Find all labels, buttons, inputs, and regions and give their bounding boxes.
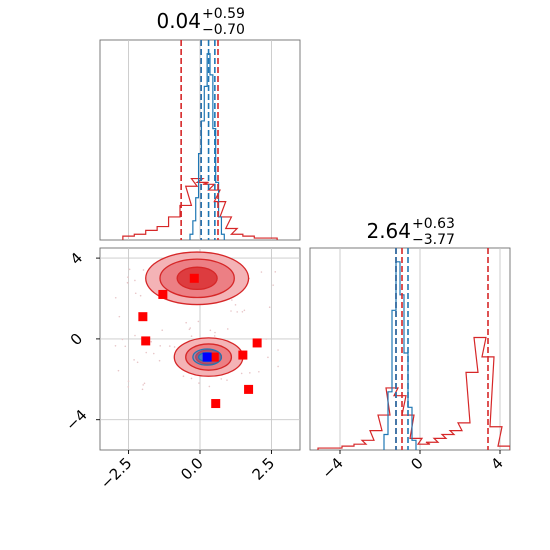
param2-title: 2.64 +0.63−3.77: [366, 216, 454, 248]
sample-point: [182, 375, 185, 377]
sample-point: [128, 268, 131, 271]
sample-point: [226, 328, 229, 330]
sample-point: [265, 338, 267, 340]
sample-point: [114, 344, 117, 347]
red-marker: [141, 336, 151, 346]
sample-point: [209, 329, 212, 332]
sample-point: [234, 304, 237, 306]
sample-point: [185, 321, 187, 324]
blue-marker: [202, 352, 212, 362]
sample-point: [126, 281, 129, 284]
sample-point: [277, 365, 279, 368]
sample-point: [114, 296, 117, 299]
sample-point: [249, 372, 251, 374]
sample-point: [272, 284, 274, 286]
sample-point: [214, 331, 216, 334]
sample-point: [136, 361, 139, 364]
sample-point: [268, 306, 271, 309]
param2-title-upper: +0.63: [412, 216, 455, 232]
red-marker: [244, 384, 254, 394]
sample-point: [152, 352, 155, 355]
param1-title-lower: −0.70: [202, 22, 245, 38]
histogram-panel-param1: 0.04 +0.59−0.70: [99, 6, 301, 241]
sample-point: [277, 349, 279, 351]
red-marker: [209, 352, 219, 362]
x-tick-label: 0: [407, 454, 426, 473]
sample-point: [240, 372, 243, 375]
sample-point: [134, 292, 137, 295]
sample-point: [243, 309, 246, 312]
sample-point: [150, 340, 152, 343]
sample-point: [241, 310, 244, 313]
red-marker: [211, 399, 221, 409]
sample-point: [188, 328, 191, 331]
sample-point: [274, 271, 277, 273]
sample-point: [260, 271, 263, 273]
red-marker: [158, 289, 168, 299]
histogram-series-0: [317, 336, 510, 450]
sample-point: [236, 311, 238, 313]
histogram-series-0: [122, 177, 278, 240]
sample-point: [226, 379, 228, 381]
sample-point: [208, 385, 211, 388]
histogram-frame-param2: [309, 247, 511, 451]
sample-point: [168, 345, 171, 347]
x-tick-label: −4: [318, 454, 346, 482]
sample-point: [258, 370, 260, 373]
sample-point: [213, 335, 216, 337]
sample-point: [190, 377, 193, 380]
sample-point: [118, 315, 121, 318]
sample-point: [127, 380, 130, 382]
histogram-series-1: [383, 261, 417, 450]
red-marker: [138, 312, 148, 322]
sample-point: [158, 359, 161, 362]
grid-lines: [339, 248, 501, 450]
sample-point: [142, 384, 145, 386]
param2-title-lower: −3.77: [412, 232, 455, 248]
sample-point: [143, 382, 146, 385]
red-marker: [252, 338, 262, 348]
sample-point: [142, 269, 145, 271]
sample-point: [173, 346, 176, 348]
sample-point: [198, 382, 200, 384]
red-marker: [238, 350, 248, 360]
sample-point: [121, 338, 124, 341]
sample-point: [139, 294, 142, 297]
param2-title-value: 2.64: [366, 219, 411, 243]
sample-point: [124, 345, 127, 348]
sample-point: [231, 299, 233, 301]
grid-lines: [128, 40, 272, 240]
sample-point: [189, 327, 192, 329]
sample-point: [190, 335, 193, 337]
sample-point: [159, 345, 162, 347]
scatter-panel: −2.5 0.0 2.5 −4 0 4: [62, 247, 301, 493]
y-tick-label: 4: [67, 249, 86, 268]
sample-point: [134, 334, 136, 337]
x-tick-label: 4: [487, 454, 506, 473]
sample-point: [161, 329, 164, 332]
red-marker: [189, 273, 199, 283]
x-tick-label: −2.5: [97, 454, 135, 492]
histogram-panel-param2: 2.64 +0.63−3.77 −4 0 4: [309, 216, 511, 482]
sample-point: [230, 310, 232, 312]
y-tick-label: −4: [62, 406, 90, 434]
x-tick-label: 0.0: [177, 454, 207, 484]
sample-point: [127, 276, 129, 278]
sample-point: [141, 388, 144, 391]
sample-point: [145, 351, 148, 354]
sample-point: [117, 369, 120, 372]
param1-title-upper: +0.59: [202, 6, 245, 22]
sample-point: [127, 386, 130, 388]
y-tick-label: 0: [67, 330, 86, 349]
sample-point: [267, 356, 269, 359]
param1-title: 0.04 +0.59−0.70: [156, 6, 244, 38]
histogram-series-1: [189, 53, 225, 240]
sample-point: [197, 320, 200, 323]
sample-point: [133, 359, 135, 361]
sample-point: [220, 378, 223, 380]
param1-title-value: 0.04: [156, 9, 201, 33]
x-tick-label: 2.5: [249, 454, 279, 484]
sample-point: [134, 279, 136, 282]
